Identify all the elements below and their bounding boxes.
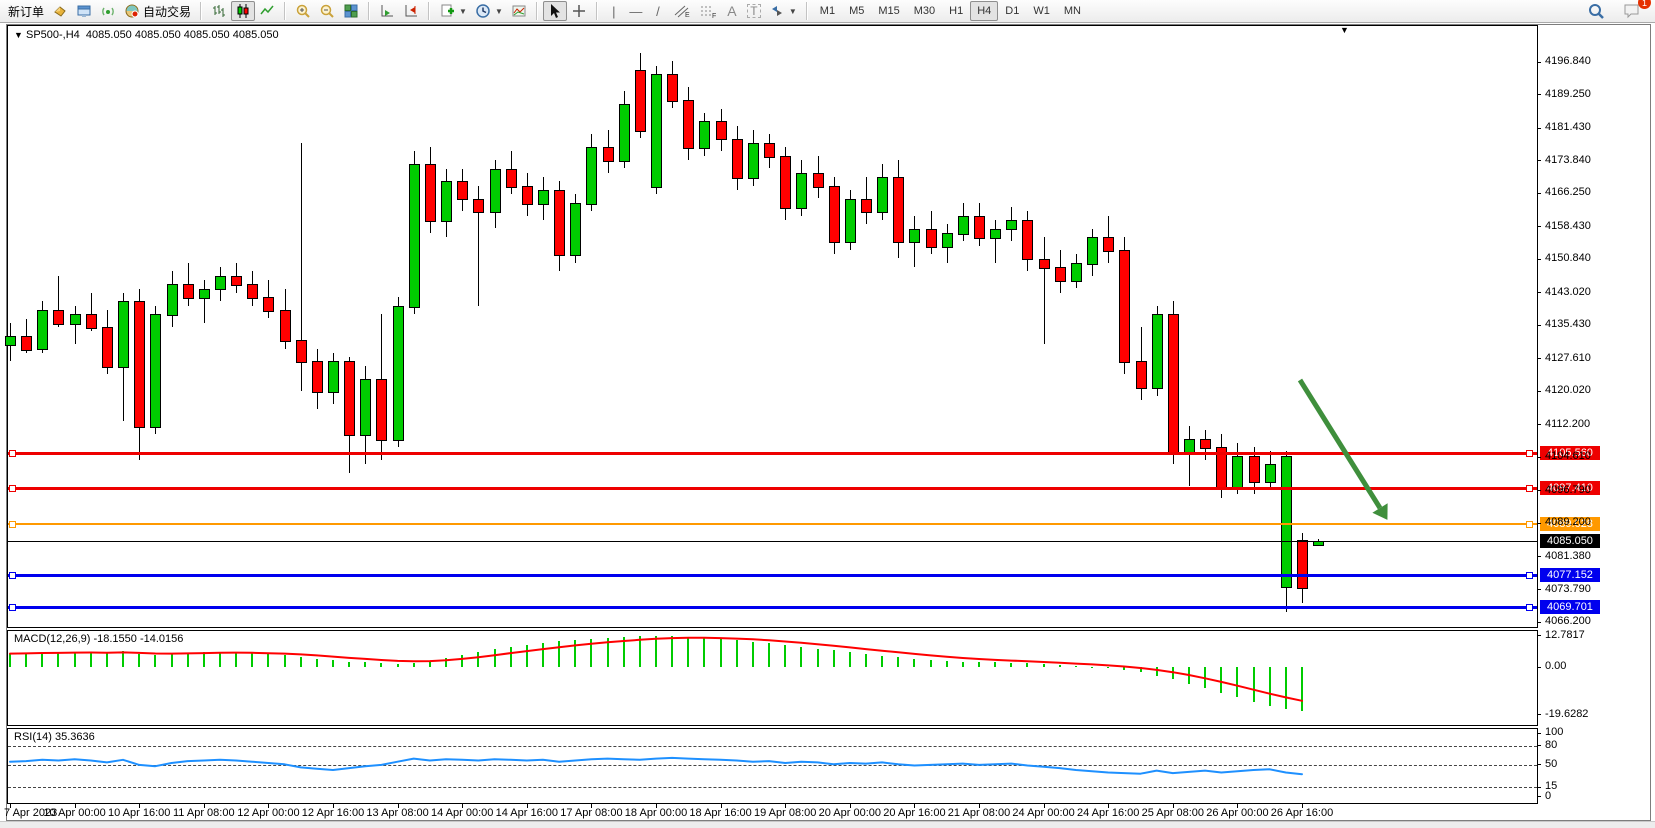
svg-text:F: F — [712, 13, 716, 19]
timeframe-mn[interactable]: MN — [1063, 5, 1081, 17]
monitor-icon — [77, 5, 91, 17]
chart-title: ▼ SP500-,H4 4085.050 4085.050 4085.050 4… — [14, 29, 279, 41]
notification-badge: 1 — [1638, 0, 1651, 9]
toolbar-separator — [535, 2, 538, 20]
timeframe-d1[interactable]: D1 — [1005, 5, 1020, 17]
chart-shift-marker-icon[interactable]: ▼ — [1340, 25, 1349, 35]
rsi-label: RSI(14) 35.3636 — [14, 731, 95, 743]
channel-icon: E — [674, 5, 690, 19]
periods-button[interactable]: ▼ — [471, 1, 507, 21]
chevron-down-icon: ▼ — [494, 6, 503, 16]
text-label-icon: T — [747, 4, 761, 18]
autotrade-label: 自动交易 — [143, 4, 192, 19]
timeframe-m15[interactable]: M15 — [878, 5, 900, 17]
trendline-icon: / — [656, 3, 660, 19]
text-button[interactable]: A — [721, 1, 743, 21]
chevron-down-icon: ▼ — [459, 6, 467, 16]
autoscroll-button[interactable] — [375, 1, 399, 21]
arrows-button[interactable]: ▼ — [765, 1, 801, 21]
template-icon — [512, 5, 526, 17]
chart-bars-button[interactable] — [207, 1, 231, 21]
macd-pane[interactable] — [7, 630, 1538, 726]
svg-text:E: E — [685, 12, 690, 19]
channel-button[interactable]: E — [669, 1, 695, 21]
chart-line-icon — [260, 5, 274, 15]
timeframe-m1[interactable]: M1 — [819, 5, 836, 17]
autotrade-button[interactable]: 自动交易 — [120, 1, 195, 21]
text-label-button[interactable]: T — [743, 1, 765, 21]
zoom-in-icon — [296, 4, 310, 18]
chart-shift-icon — [405, 5, 418, 17]
chart-candles-icon — [237, 4, 249, 18]
toolbar-right: 1 — [1583, 0, 1651, 21]
tile-windows-button[interactable] — [339, 1, 363, 21]
timeframe-w1[interactable]: W1 — [1033, 5, 1050, 17]
chevron-down-icon: ▼ — [788, 6, 797, 16]
toolbar-separator — [428, 2, 431, 20]
signal-icon — [102, 7, 114, 16]
vertical-line-icon: | — [612, 3, 616, 19]
monitor-button[interactable] — [72, 1, 96, 21]
rsi-pane[interactable] — [7, 728, 1538, 804]
status-bar — [0, 821, 1655, 828]
autoscroll-icon — [381, 5, 394, 17]
timeframe-m5[interactable]: M5 — [849, 5, 865, 17]
main-toolbar: 新订单 自动交易 ▼ ▼ — [0, 0, 1655, 23]
template-button[interactable] — [507, 1, 531, 21]
add-chart-icon — [441, 4, 455, 17]
horizontal-line-button[interactable]: — — [625, 1, 647, 21]
chart-candles-button[interactable] — [231, 1, 256, 21]
toolbar-separator — [595, 2, 598, 20]
fibonacci-icon: F — [700, 6, 716, 19]
new-chart-button[interactable]: ▼ — [435, 1, 471, 21]
fibonacci-button[interactable]: F — [695, 1, 721, 21]
timeframe-h1[interactable]: H1 — [949, 5, 964, 17]
autotrade-icon — [125, 4, 139, 18]
vertical-line-button[interactable]: | — [603, 1, 625, 21]
zoom-in-button[interactable] — [291, 1, 315, 21]
coin-icon — [54, 6, 66, 17]
timeframe-m30[interactable]: M30 — [913, 5, 936, 17]
new-order-button[interactable]: 新订单 — [4, 1, 48, 21]
notifications-button[interactable]: 1 — [1619, 0, 1651, 21]
zoom-out-icon — [320, 4, 334, 18]
price-chart-pane[interactable] — [7, 25, 1538, 628]
chart-shift-button[interactable] — [399, 1, 423, 21]
timeframe-h4[interactable]: H4 — [970, 1, 999, 21]
coin-button[interactable] — [48, 1, 72, 21]
chart-quotes: 4085.050 4085.050 4085.050 4085.050 — [85, 29, 279, 41]
text-icon: A — [727, 3, 737, 19]
toolbar-separator — [368, 2, 371, 20]
arrows-icon — [771, 6, 782, 16]
chart-line-button[interactable] — [255, 1, 279, 21]
search-icon — [1589, 4, 1604, 19]
new-order-label: 新订单 — [8, 4, 45, 19]
chart-bars-icon — [213, 5, 226, 17]
cursor-button[interactable] — [542, 1, 567, 21]
chart-symbol-period: SP500-,H4 — [25, 29, 80, 41]
crosshair-button[interactable] — [567, 1, 591, 21]
periods-clock-icon — [476, 4, 490, 18]
collapse-triangle-icon[interactable]: ▼ — [14, 30, 23, 40]
toolbar-separator — [284, 2, 287, 20]
cursor-icon — [550, 4, 560, 18]
chat-icon — [1624, 4, 1639, 19]
search-button[interactable] — [1583, 1, 1609, 21]
toolbar-separator — [200, 2, 203, 20]
timeframe-group: M1 M5 M15 M30 H1 H4 D1 W1 MN — [813, 1, 1088, 21]
signal-button[interactable] — [96, 1, 120, 21]
toolbar-separator — [805, 2, 808, 20]
horizontal-line-icon: — — [629, 3, 643, 19]
zoom-out-button[interactable] — [315, 1, 339, 21]
trendline-button[interactable]: / — [647, 1, 669, 21]
macd-label: MACD(12,26,9) -18.1550 -14.0156 — [14, 633, 184, 645]
crosshair-icon — [572, 5, 585, 17]
tile-windows-icon — [344, 4, 358, 18]
